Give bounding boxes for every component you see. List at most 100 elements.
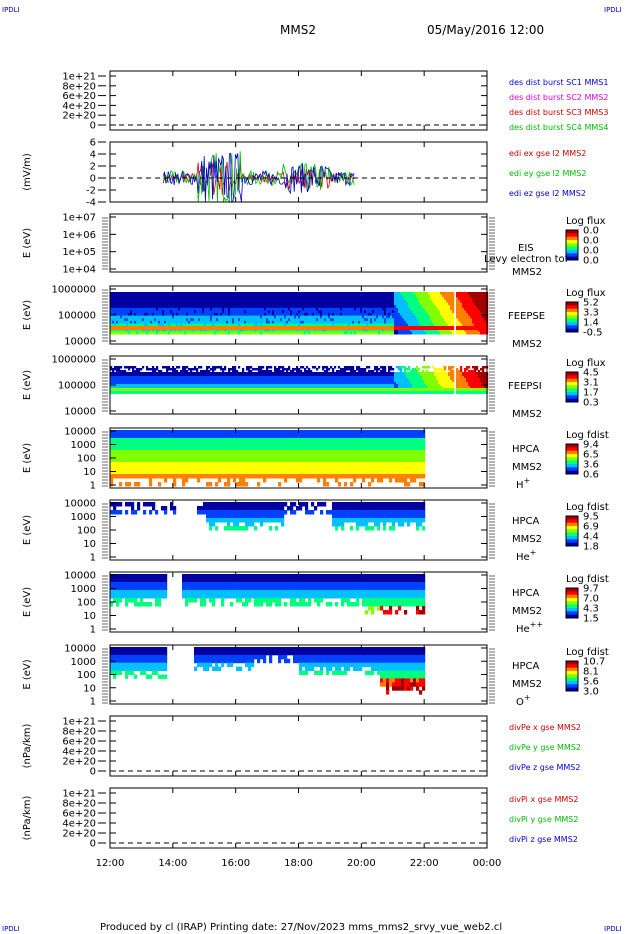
spectrogram-cell (184, 386, 187, 389)
spectrogram-cell (352, 297, 355, 301)
spectrogram-cell (200, 323, 203, 327)
spectrogram-cell (306, 294, 309, 298)
spectrogram-cell (308, 331, 311, 335)
spectrogram-cell (184, 370, 187, 373)
spectrogram-cell (250, 302, 253, 306)
spectrogram-cell (236, 326, 239, 330)
spectrogram-cell (424, 294, 427, 298)
spectrogram-cell (312, 372, 315, 375)
spectrogram-cell (398, 299, 401, 303)
spectrogram-cell (134, 384, 137, 387)
spectrogram-cell (254, 331, 257, 335)
spectrogram-cell (246, 297, 249, 301)
spectrogram-cell (282, 384, 285, 387)
spectrogram-cell (346, 320, 349, 324)
spectrogram-cell (212, 328, 215, 332)
spectrogram-cell (472, 292, 475, 296)
spectrogram-cell (366, 318, 369, 322)
spectrogram-cell (252, 294, 255, 298)
spectrogram-cell (220, 384, 223, 387)
spectrogram-cell (160, 315, 163, 319)
spectrogram-cell (198, 328, 201, 332)
spectrogram-cell (110, 307, 113, 311)
spectrogram-cell (200, 320, 203, 324)
spectrogram-cell (286, 382, 289, 385)
spectrogram-cell (164, 307, 167, 311)
spectrogram-cell (260, 310, 263, 314)
spectrogram-cell (334, 374, 337, 377)
spectrogram-cell (472, 299, 475, 303)
spectrogram-cell (364, 292, 367, 296)
spectrogram-cell (204, 315, 207, 319)
spectrogram-cell (266, 294, 269, 298)
spectrogram-cell (338, 307, 341, 311)
spectrogram-cell (478, 307, 481, 311)
y-tick-label: 0 (90, 121, 96, 132)
spectrogram-cell (410, 299, 413, 303)
spectrogram-cell (110, 299, 113, 303)
spectrogram-cell (312, 331, 315, 335)
spectrogram-cell (194, 326, 197, 330)
spectrogram-cell (416, 292, 419, 296)
spectrogram-cell (422, 320, 425, 324)
spectrogram-cell (308, 376, 311, 379)
spectrogram-cell (144, 328, 147, 332)
spectrogram-cell (282, 326, 285, 330)
spectrogram-cell (212, 315, 215, 319)
spectrogram-cell (208, 331, 211, 335)
spectrogram-cell (116, 313, 119, 317)
spectrogram-cell (158, 386, 161, 389)
spectrogram-cell (224, 374, 227, 377)
spectrogram-cell (208, 391, 211, 394)
spectrogram-cell (250, 374, 253, 377)
spectrogram-cell (430, 318, 433, 322)
spectrogram-cell (136, 294, 139, 298)
spectrogram-cell (436, 310, 439, 314)
spectrogram-cell (232, 328, 235, 332)
spectrogram-cell (156, 380, 159, 383)
spectrogram-cell (178, 386, 181, 389)
spectrogram-cell (228, 302, 231, 306)
spectrogram-cell (182, 374, 185, 377)
spectrogram-cell (140, 310, 143, 314)
spectrogram-cell (190, 323, 193, 327)
spectrogram-cell (328, 297, 331, 301)
spectrogram-cell (278, 315, 281, 319)
spectrogram-cell (178, 388, 181, 391)
spectrogram-cell (360, 310, 363, 314)
spectrogram-cell (458, 320, 461, 324)
spectrogram-cell (366, 323, 369, 327)
spectrogram-cell (414, 331, 417, 335)
spectrogram-cell (268, 382, 271, 385)
legend-entry: edi ex gse l2 MMS2 (509, 149, 586, 158)
spectrogram-cell (166, 370, 169, 373)
spectrogram-cell (456, 331, 459, 335)
spectrogram-cell (476, 318, 479, 322)
spectrogram-cell (196, 380, 199, 383)
spectrogram-cell (140, 376, 143, 379)
spectrogram-cell (418, 307, 421, 311)
spectrogram-cell (132, 323, 135, 327)
spectrogram-cell (308, 386, 311, 389)
spectrogram-cell (222, 323, 225, 327)
spectrogram-cell (194, 380, 197, 383)
spectrogram-cell (280, 326, 283, 330)
spectrogram-cell (230, 299, 233, 303)
spectrogram-cell (314, 310, 317, 314)
spectrogram-cell (206, 368, 209, 371)
spectrogram-cell (310, 386, 313, 389)
spectrogram-cell (114, 294, 117, 298)
spectrogram-cell (260, 307, 263, 311)
spectrogram-cell (300, 376, 303, 379)
spectrogram-cell (144, 386, 147, 389)
spectrogram-cell (304, 388, 307, 391)
spectrogram-cell (294, 386, 297, 389)
spectrogram-cell (268, 315, 271, 319)
spectrogram-cell (372, 328, 375, 332)
spectrogram-cell (342, 297, 345, 301)
spectrogram-cell (372, 331, 375, 335)
spectrogram-cell (162, 391, 165, 394)
spectrogram-cell (242, 302, 245, 306)
spectrogram-cell (342, 380, 345, 383)
